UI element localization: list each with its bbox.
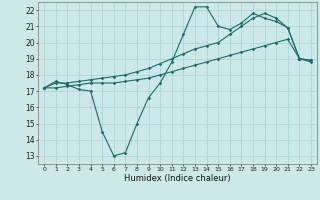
X-axis label: Humidex (Indice chaleur): Humidex (Indice chaleur) <box>124 174 231 183</box>
